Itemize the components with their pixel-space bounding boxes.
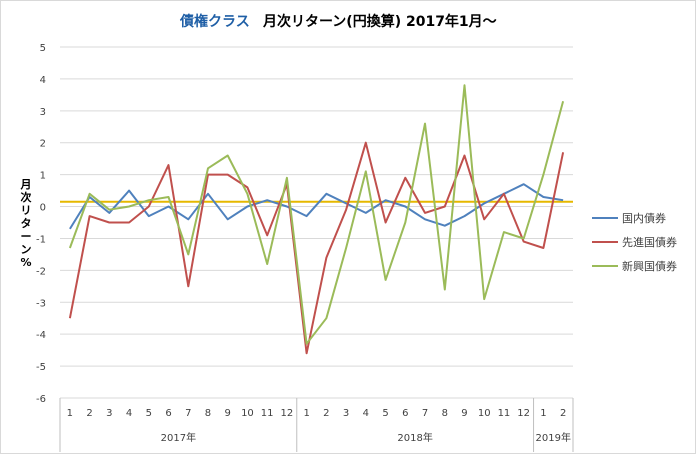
x-tick-label: 11	[498, 408, 511, 419]
y-tick-label: 1	[40, 171, 46, 182]
y-axis-label-char: リ	[21, 204, 32, 217]
x-tick-label: 8	[442, 408, 448, 419]
y-tick-label: 3	[40, 107, 46, 118]
x-tick-label: 2	[560, 408, 566, 419]
x-tick-label: 3	[106, 408, 112, 419]
x-tick-label: 1	[303, 408, 309, 419]
series-line-2	[68, 84, 565, 345]
x-tick-label: 12	[281, 408, 294, 419]
legend-label: 国内債券	[622, 211, 666, 225]
x-tick-label: 2	[323, 408, 329, 419]
y-tick-label: 2	[40, 139, 46, 150]
x-tick-label: 1	[67, 408, 73, 419]
chart-title-part1: 債権クラス	[179, 13, 250, 30]
y-axis-label-char: 次	[21, 190, 32, 204]
y-tick-label: 4	[40, 75, 46, 86]
x-tick-label: 8	[205, 408, 211, 419]
y-tick-label: -4	[36, 330, 46, 341]
y-tick-label: 0	[40, 203, 46, 214]
y-axis-label-char: ー	[21, 230, 32, 243]
x-tick-label: 1	[540, 408, 546, 419]
y-tick-label: -5	[36, 362, 46, 373]
y-tick-labels: 5 4 3 2 1 0 -1 -2 -3 -4 -5 -6	[36, 43, 46, 405]
chart-title-part2: 月次リターン(円換算) 2017年1月～	[262, 13, 497, 30]
year-label: 2018年	[397, 431, 432, 444]
y-axis-label-char: %	[20, 256, 31, 269]
x-tick-label: 2	[86, 408, 92, 419]
x-tick-label: 6	[165, 408, 171, 419]
x-tick-label: 9	[461, 408, 467, 419]
y-axis-label: 月次リターン%	[20, 178, 32, 269]
x-tick-label: 6	[402, 408, 408, 419]
y-tick-label: -2	[36, 266, 46, 277]
x-tick-label: 12	[517, 408, 530, 419]
x-tick-label: 5	[382, 408, 388, 419]
series-lines	[68, 84, 565, 355]
y-axis-label-char: 月	[20, 178, 32, 191]
legend-label: 新興国債券	[622, 259, 677, 273]
x-tick-label: 4	[363, 408, 369, 419]
x-tick-label: 5	[146, 408, 152, 419]
year-label: 2017年	[161, 431, 196, 444]
y-tick-label: -1	[36, 234, 46, 245]
x-tick-label: 10	[241, 408, 254, 419]
x-tick-label: 4	[126, 408, 132, 419]
x-tick-label: 10	[478, 408, 491, 419]
y-axis-label-char: ン	[21, 243, 32, 256]
y-tick-label: -3	[36, 298, 46, 309]
legend-label: 先進国債券	[622, 235, 677, 249]
x-tick-label: 7	[422, 408, 428, 419]
year-label: 2019年	[536, 431, 571, 444]
x-tick-label: 11	[261, 408, 274, 419]
x-tick-label: 9	[225, 408, 231, 419]
y-axis-label-char: タ	[21, 217, 32, 230]
x-tick-label: 7	[185, 408, 191, 419]
y-tick-label: 5	[40, 43, 46, 54]
y-tick-label: -6	[36, 394, 46, 405]
x-tick-label: 3	[343, 408, 349, 419]
